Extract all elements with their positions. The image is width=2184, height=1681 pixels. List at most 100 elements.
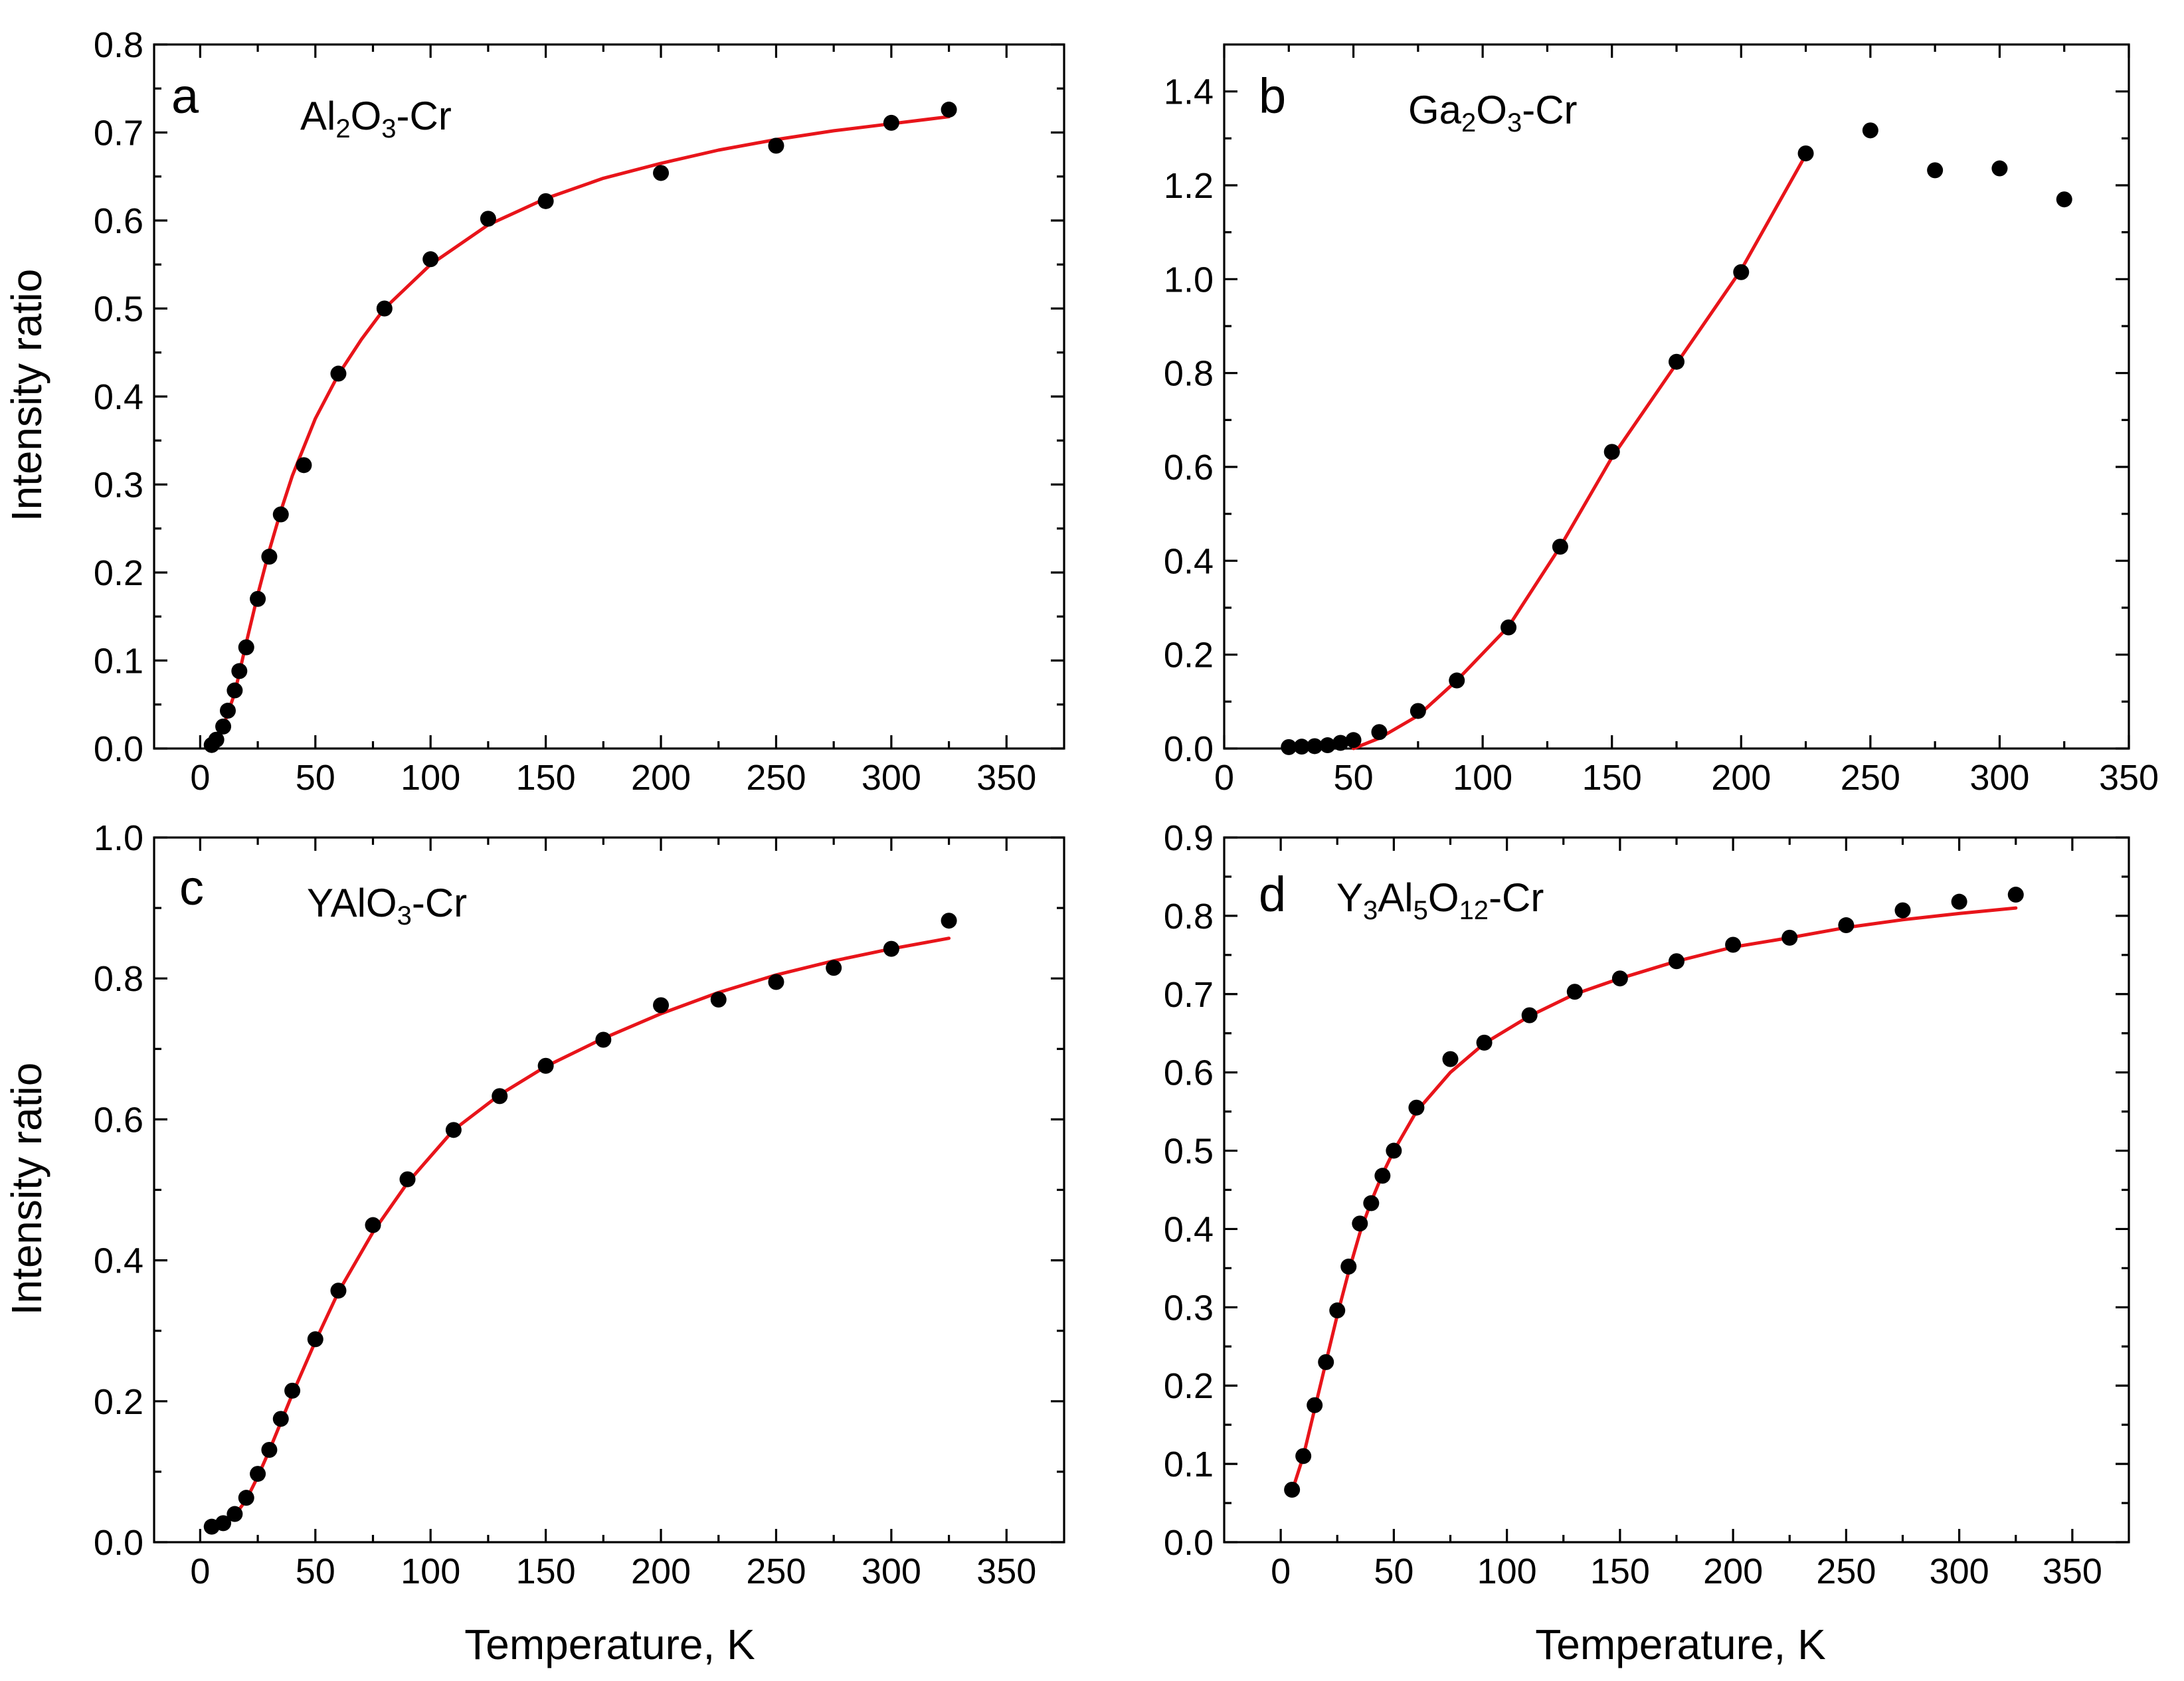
y-tick-label: 1.4 xyxy=(1164,72,1214,112)
data-point xyxy=(653,997,670,1014)
data-point xyxy=(1295,1448,1312,1464)
data-point xyxy=(595,1031,612,1048)
panel-d: 0 50 100 150 200 250 300 350 0.0 0.1 0.2 0.3 0.4 0.5 0… xyxy=(1164,818,2130,1591)
data-point xyxy=(1669,353,1684,370)
data-point xyxy=(1501,619,1517,636)
data-point xyxy=(272,1411,289,1427)
x-tick-label: 200 xyxy=(631,758,691,798)
y-tick-label: 0.6 xyxy=(94,201,143,241)
y-tick-label: 0.9 xyxy=(1164,818,1214,858)
plot-frame-b xyxy=(1223,43,2130,750)
y-tick-label: 0.6 xyxy=(1164,1053,1214,1093)
x-tick-label: 300 xyxy=(1930,1551,1989,1591)
data-point xyxy=(480,211,496,227)
x-tick-label: 350 xyxy=(2043,1551,2102,1591)
data-point xyxy=(231,663,248,679)
x-axis-label-right: Temperature, K xyxy=(1535,1621,1826,1668)
x-tick-label: 0 xyxy=(1214,758,1234,798)
x-tick-label: 250 xyxy=(1841,758,1900,798)
data-point xyxy=(250,590,266,607)
x-tick-label: 150 xyxy=(516,758,576,798)
title-part: -Cr xyxy=(397,94,452,138)
title-subscript: 3 xyxy=(381,114,396,143)
x-tick-label: 350 xyxy=(976,758,1036,798)
data-point xyxy=(653,165,670,181)
data-point xyxy=(296,457,312,474)
material-title-d: Y3Al5O12-Cr xyxy=(1336,875,1544,925)
x-tick-label: 50 xyxy=(1374,1551,1413,1591)
data-point xyxy=(1329,1302,1346,1319)
title-subscript: 2 xyxy=(335,114,350,143)
y-tick-label: 0.4 xyxy=(94,377,143,417)
fit-curve-a xyxy=(207,115,951,751)
y-tick-label: 0.0 xyxy=(1164,1523,1214,1563)
data-point xyxy=(1603,444,1620,460)
material-title-c: YAlO3-Cr xyxy=(307,881,467,930)
title-part: Al xyxy=(1378,875,1413,920)
x-tick-label: 250 xyxy=(1816,1551,1876,1591)
y-tick-label: 0.2 xyxy=(1164,1366,1214,1406)
title-subscript: 3 xyxy=(397,901,412,930)
fit-curve-c xyxy=(210,936,951,1530)
x-tick-label: 150 xyxy=(1590,1551,1650,1591)
title-subscript: 3 xyxy=(1363,896,1378,925)
data-point xyxy=(1345,732,1362,749)
fit-curve-d xyxy=(1290,906,2018,1493)
data-point xyxy=(215,718,232,735)
title-part: -Cr xyxy=(412,881,467,925)
data-point xyxy=(376,300,393,317)
panel-c: 0 50 100 150 200 250 300 350 0.0 0.2 0.4 0.6 0.8 1.0 c… xyxy=(94,818,1065,1591)
data-point xyxy=(399,1171,416,1188)
data-point xyxy=(1669,953,1684,970)
x-tick-label: 200 xyxy=(1703,1551,1763,1591)
y-tick-label: 0.4 xyxy=(94,1241,143,1281)
x-tick-label: 50 xyxy=(296,758,335,798)
data-point xyxy=(1319,737,1336,754)
y-tick-label: 0.2 xyxy=(94,1382,143,1422)
y-tick-label: 0.3 xyxy=(94,466,143,505)
data-point xyxy=(941,102,957,118)
y-tick-label: 0.0 xyxy=(94,729,143,769)
x-tick-label: 0 xyxy=(1271,1551,1291,1591)
data-point xyxy=(238,639,254,656)
data-point xyxy=(1838,917,1855,934)
data-point xyxy=(1408,1099,1425,1116)
data-point xyxy=(537,1057,554,1074)
data-point xyxy=(2056,191,2072,208)
y-tick-label: 0.8 xyxy=(1164,897,1214,936)
plot-frame-a xyxy=(153,43,1065,750)
data-point xyxy=(1340,1259,1357,1275)
y-tick-label: 1.0 xyxy=(94,818,143,858)
panel-a: 0 50 100 150 200 250 300 350 0.0 0.1 0.2 0.3 0.4 0.5 0… xyxy=(94,25,1065,798)
title-part: -Cr xyxy=(1489,875,1544,920)
y-tick-label: 0.8 xyxy=(1164,354,1214,394)
title-subscript: 5 xyxy=(1413,896,1428,925)
x-tick-label: 0 xyxy=(190,1551,210,1591)
data-point xyxy=(1449,672,1465,689)
data-point xyxy=(227,682,243,699)
x-tick-label: 100 xyxy=(1453,758,1512,798)
y-tick-label: 0.5 xyxy=(1164,1132,1214,1172)
y-tick-label: 0.0 xyxy=(94,1523,143,1563)
data-point xyxy=(768,137,784,154)
data-point xyxy=(1442,1051,1459,1067)
y-tick-label: 0.3 xyxy=(1164,1288,1214,1328)
data-point xyxy=(941,913,957,929)
y-tick-label: 0.7 xyxy=(1164,975,1214,1015)
x-tick-label: 50 xyxy=(1334,758,1374,798)
x-tick-label: 300 xyxy=(862,758,921,798)
title-part: O xyxy=(351,94,382,138)
data-point xyxy=(1991,160,2008,177)
x-tick-label: 150 xyxy=(516,1551,576,1591)
x-tick-label: 0 xyxy=(190,758,210,798)
data-point xyxy=(492,1088,508,1105)
data-point xyxy=(1307,1397,1323,1413)
data-point xyxy=(1374,1168,1391,1184)
x-tick-label: 100 xyxy=(401,758,460,798)
data-point xyxy=(883,114,899,131)
y-tick-label: 0.8 xyxy=(94,959,143,999)
y-tick-label: 0.1 xyxy=(1164,1445,1214,1484)
data-point xyxy=(1293,739,1310,755)
data-point xyxy=(219,703,236,719)
